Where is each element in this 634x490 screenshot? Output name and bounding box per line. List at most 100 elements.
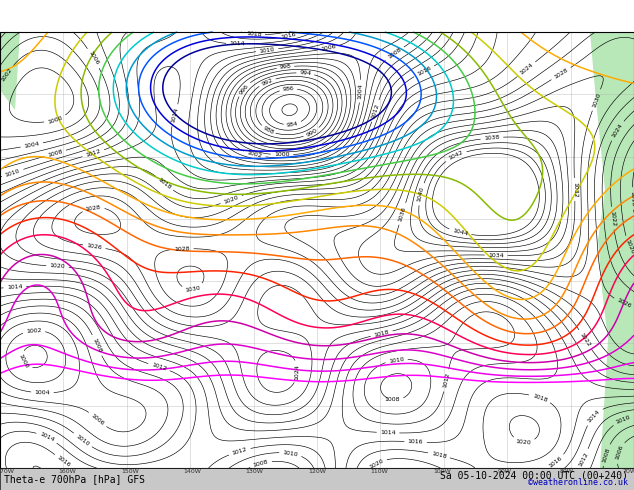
- Text: 1036: 1036: [398, 206, 407, 222]
- Text: 1006: 1006: [321, 44, 337, 52]
- Text: 1014: 1014: [230, 41, 245, 47]
- Text: 1008: 1008: [47, 149, 63, 158]
- Text: 90W: 90W: [497, 469, 511, 474]
- Text: 1004: 1004: [358, 83, 363, 99]
- Text: 1000: 1000: [275, 152, 290, 157]
- Text: 1012: 1012: [578, 451, 589, 467]
- Text: 120W: 120W: [308, 469, 326, 474]
- Text: 984: 984: [287, 121, 299, 128]
- Text: 1008: 1008: [601, 447, 611, 463]
- Text: 55: 55: [448, 292, 458, 302]
- Text: 65: 65: [266, 305, 276, 315]
- Text: 1030: 1030: [592, 92, 602, 108]
- Text: 1008: 1008: [384, 397, 400, 402]
- Text: 1018: 1018: [630, 191, 634, 206]
- Text: 1030: 1030: [185, 286, 201, 293]
- Text: 40: 40: [571, 187, 581, 197]
- Text: 1018: 1018: [431, 451, 447, 459]
- Text: 1016: 1016: [548, 456, 563, 469]
- Text: 50: 50: [455, 277, 465, 287]
- Text: 1016: 1016: [280, 32, 297, 40]
- Text: Theta-e 700hPa [hPa] GFS: Theta-e 700hPa [hPa] GFS: [4, 474, 145, 484]
- Bar: [0, 32, 634, 468]
- Text: 1010: 1010: [615, 415, 631, 425]
- Text: 45: 45: [614, 75, 624, 84]
- Text: 990: 990: [306, 128, 318, 138]
- Text: 100W: 100W: [433, 469, 451, 474]
- Text: 1026: 1026: [86, 243, 103, 250]
- Text: 1014: 1014: [171, 107, 179, 123]
- Text: 70W: 70W: [622, 469, 634, 474]
- Text: 1014: 1014: [7, 284, 23, 290]
- Text: 1028: 1028: [553, 67, 569, 80]
- Text: 992: 992: [261, 77, 274, 87]
- Text: 1020: 1020: [515, 439, 532, 445]
- Text: 1020: 1020: [223, 195, 239, 204]
- Text: 1002: 1002: [0, 67, 13, 83]
- Text: 1010: 1010: [389, 356, 404, 364]
- Text: 1024: 1024: [519, 62, 534, 76]
- Text: 1028: 1028: [85, 204, 101, 212]
- Text: 996: 996: [238, 83, 250, 95]
- Text: 1038: 1038: [484, 135, 500, 141]
- Text: 1012: 1012: [85, 148, 101, 158]
- Text: 1020: 1020: [624, 239, 634, 255]
- Text: 30: 30: [370, 162, 380, 170]
- Text: 1000: 1000: [47, 115, 63, 124]
- Text: 85: 85: [186, 374, 195, 381]
- Text: Sa 05-10-2024 00:00 UTC (00+240): Sa 05-10-2024 00:00 UTC (00+240): [440, 470, 628, 480]
- Text: 80: 80: [365, 364, 374, 371]
- Text: 140W: 140W: [183, 469, 201, 474]
- Text: 1012: 1012: [231, 446, 248, 456]
- Text: 1026: 1026: [616, 298, 632, 310]
- Text: 1016: 1016: [56, 455, 71, 468]
- Text: 1010: 1010: [75, 434, 91, 447]
- Text: 170W: 170W: [0, 469, 14, 474]
- Text: 1042: 1042: [448, 150, 464, 161]
- Text: 1010: 1010: [4, 168, 21, 178]
- Text: 1006: 1006: [87, 50, 100, 66]
- Text: 1004: 1004: [34, 390, 50, 395]
- Text: 1008: 1008: [387, 47, 402, 60]
- Text: 25: 25: [330, 161, 340, 169]
- Text: 1018: 1018: [246, 31, 262, 37]
- Text: 998: 998: [279, 64, 292, 70]
- Text: 1016: 1016: [408, 439, 424, 445]
- Text: 1020: 1020: [49, 263, 65, 270]
- Text: 1014: 1014: [39, 432, 55, 443]
- Text: 1018: 1018: [532, 393, 548, 403]
- Text: 5: 5: [281, 42, 287, 49]
- Text: 150W: 150W: [121, 469, 139, 474]
- Text: 1010: 1010: [282, 450, 299, 457]
- Text: 1028: 1028: [174, 246, 190, 251]
- Polygon shape: [590, 32, 634, 468]
- Text: 1010: 1010: [259, 47, 275, 54]
- Text: 1012: 1012: [151, 362, 167, 372]
- Text: 1014: 1014: [380, 430, 396, 436]
- Text: 1006: 1006: [614, 444, 624, 461]
- Text: 1004: 1004: [23, 141, 40, 149]
- Text: 1008: 1008: [253, 459, 269, 468]
- Text: 1002: 1002: [26, 328, 42, 334]
- Text: 45: 45: [37, 33, 48, 44]
- Text: 70: 70: [445, 341, 456, 350]
- Text: 1012: 1012: [370, 103, 380, 119]
- Text: 75: 75: [446, 354, 456, 362]
- Text: 1032: 1032: [572, 181, 578, 197]
- Text: 988: 988: [262, 125, 275, 136]
- Text: 1016: 1016: [416, 65, 432, 77]
- Text: 1024: 1024: [611, 122, 623, 139]
- Text: 986: 986: [282, 86, 294, 92]
- Text: 1022: 1022: [609, 210, 616, 226]
- Text: 1044: 1044: [452, 228, 469, 237]
- Text: 1000: 1000: [18, 353, 29, 369]
- Text: 110W: 110W: [370, 469, 388, 474]
- Bar: [0, 32, 634, 468]
- Text: 1022: 1022: [579, 332, 592, 347]
- Text: ©weatheronline.co.uk: ©weatheronline.co.uk: [528, 478, 628, 487]
- Text: 1002: 1002: [246, 150, 262, 159]
- Text: 10: 10: [275, 35, 285, 42]
- Bar: [0, 468, 634, 490]
- Text: 1018: 1018: [157, 176, 172, 190]
- Text: 130W: 130W: [245, 469, 264, 474]
